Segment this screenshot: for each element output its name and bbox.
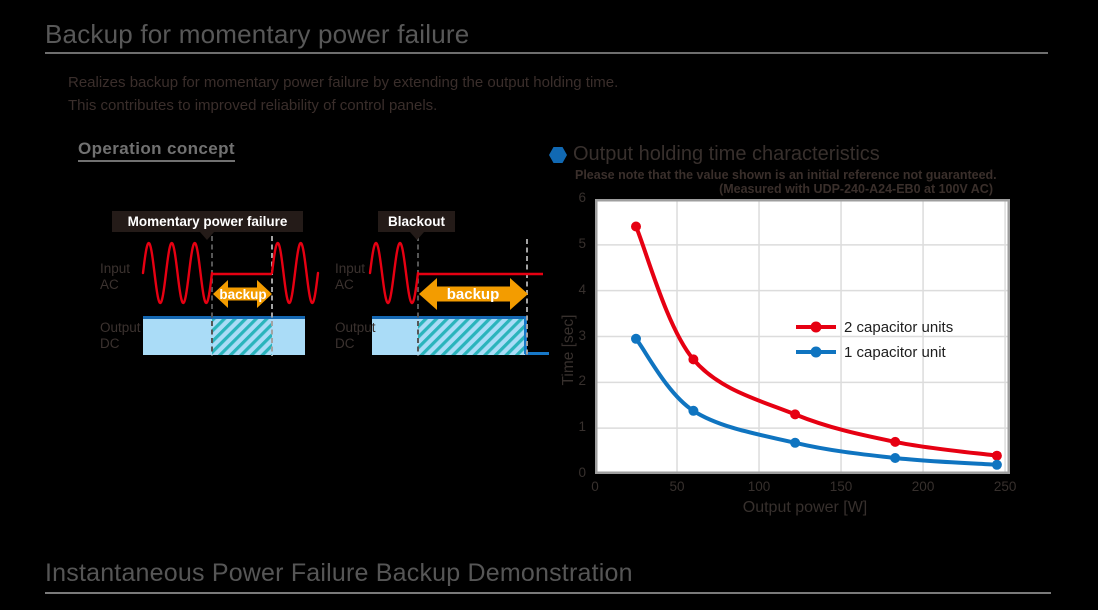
operation-concept-heading: Operation concept bbox=[78, 139, 235, 162]
x-tick-label: 150 bbox=[829, 479, 853, 494]
momentary-label-text: Momentary power failure bbox=[127, 214, 288, 229]
x-tick-label: 250 bbox=[993, 479, 1017, 494]
chart-plot-area bbox=[595, 199, 1010, 474]
x-axis-label: Output power [W] bbox=[742, 499, 868, 516]
operation-concept-diagram bbox=[141, 236, 549, 356]
x-tick-label: 200 bbox=[911, 479, 935, 494]
chart-note-line-1: Please note that the value shown is an i… bbox=[575, 168, 997, 182]
legend-item: 2 capacitor units bbox=[795, 318, 953, 336]
x-tick-label: 50 bbox=[669, 479, 685, 494]
backup-arrow-label: backup bbox=[219, 287, 267, 302]
data-point bbox=[890, 436, 901, 447]
legend-marker-icon bbox=[796, 346, 836, 358]
chart-note-line-2: (Measured with UDP-240-A24-EB0 at 100V A… bbox=[719, 182, 993, 196]
legend-marker-icon bbox=[796, 321, 836, 333]
data-point bbox=[790, 409, 801, 420]
data-point bbox=[688, 354, 699, 365]
legend-label: 1 capacitor unit bbox=[844, 343, 946, 361]
footer-underline bbox=[45, 592, 1051, 594]
y-tick-label: 4 bbox=[578, 281, 586, 297]
legend-item: 1 capacitor unit bbox=[795, 343, 946, 361]
y-tick-label: 3 bbox=[578, 327, 586, 343]
y-tick-label: 2 bbox=[578, 373, 586, 389]
hexagon-bullet-icon bbox=[549, 147, 567, 163]
y-axis-label: Time [sec] bbox=[560, 314, 577, 386]
pointer-triangle bbox=[200, 232, 214, 240]
intro-line-1: Realizes backup for momentary power fail… bbox=[68, 74, 619, 91]
output-holding-time-chart: 2 capacitor units 1 capacitor unit bbox=[595, 199, 1010, 474]
intro-text: Realizes backup for momentary power fail… bbox=[68, 71, 618, 117]
input-ac-label: Input AC bbox=[100, 261, 131, 292]
intro-line-2: This contributes to improved reliability… bbox=[68, 97, 438, 114]
data-point bbox=[790, 437, 801, 448]
page-title: Backup for momentary power failure bbox=[45, 19, 470, 49]
blackout-label-text: Blackout bbox=[387, 214, 445, 229]
data-point bbox=[688, 405, 699, 416]
output-dc-label: Output DC bbox=[100, 320, 141, 351]
footer-title: Instantaneous Power Failure Backup Demon… bbox=[45, 559, 633, 587]
pointer-triangle bbox=[410, 232, 424, 240]
data-point bbox=[991, 450, 1002, 461]
y-tick-label: 5 bbox=[578, 235, 586, 251]
y-tick-label: 0 bbox=[578, 465, 586, 480]
chart-heading: Output holding time characteristics bbox=[573, 143, 880, 165]
output-dc-label: Output DC bbox=[335, 320, 376, 351]
x-tick-label: 100 bbox=[747, 479, 771, 494]
data-point bbox=[631, 333, 641, 344]
momentary-power-failure-label: Momentary power failure bbox=[112, 211, 303, 240]
title-underline bbox=[45, 52, 1048, 54]
x-tick-label: 0 bbox=[591, 479, 599, 494]
data-point bbox=[631, 221, 641, 232]
data-point bbox=[991, 459, 1002, 470]
y-tick-label: 6 bbox=[578, 190, 586, 205]
input-ac-label: Input AC bbox=[335, 261, 366, 292]
data-point bbox=[890, 453, 901, 463]
y-tick-label: 1 bbox=[578, 419, 586, 435]
blackout-label: Blackout bbox=[378, 211, 455, 240]
backup-arrow-label: backup bbox=[446, 286, 500, 303]
legend-label: 2 capacitor units bbox=[844, 318, 954, 336]
